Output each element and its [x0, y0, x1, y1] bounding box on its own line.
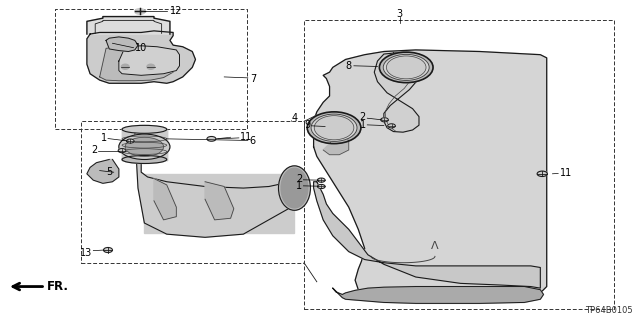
Polygon shape	[87, 17, 170, 34]
Text: 4: 4	[291, 113, 298, 123]
Text: 2: 2	[92, 145, 98, 155]
Ellipse shape	[387, 56, 426, 79]
Text: 10: 10	[135, 43, 147, 53]
Polygon shape	[323, 136, 349, 155]
Text: 11: 11	[240, 132, 252, 142]
Polygon shape	[205, 182, 234, 220]
Polygon shape	[145, 174, 294, 233]
Polygon shape	[87, 160, 119, 183]
Text: 1: 1	[296, 181, 302, 190]
Ellipse shape	[122, 156, 167, 163]
Text: 1: 1	[101, 133, 108, 143]
Text: 13: 13	[80, 248, 92, 258]
Text: 6: 6	[250, 136, 256, 146]
Ellipse shape	[135, 9, 145, 14]
Ellipse shape	[147, 64, 155, 69]
Text: 3: 3	[397, 9, 403, 19]
Ellipse shape	[125, 137, 164, 156]
Ellipse shape	[118, 149, 126, 153]
Ellipse shape	[278, 166, 310, 210]
Ellipse shape	[388, 124, 396, 128]
Bar	[122, 129, 167, 160]
Text: 11: 11	[559, 168, 572, 178]
Text: 7: 7	[250, 73, 256, 84]
Polygon shape	[333, 286, 543, 303]
Polygon shape	[154, 179, 176, 220]
Ellipse shape	[380, 52, 433, 83]
Ellipse shape	[383, 54, 429, 80]
Text: 1: 1	[360, 120, 366, 130]
Ellipse shape	[537, 171, 547, 176]
Ellipse shape	[122, 125, 167, 133]
Ellipse shape	[317, 184, 325, 189]
Text: 8: 8	[346, 61, 352, 71]
Text: 2: 2	[360, 112, 366, 122]
Text: 12: 12	[170, 6, 182, 16]
Text: TP64B0105: TP64B0105	[586, 306, 633, 315]
Ellipse shape	[127, 139, 134, 143]
Ellipse shape	[317, 178, 325, 182]
Ellipse shape	[122, 64, 129, 69]
Polygon shape	[135, 131, 298, 237]
Ellipse shape	[104, 248, 113, 253]
Ellipse shape	[381, 118, 388, 122]
Polygon shape	[314, 50, 547, 298]
Ellipse shape	[119, 134, 170, 160]
Polygon shape	[314, 182, 540, 288]
Polygon shape	[119, 46, 179, 75]
Ellipse shape	[314, 116, 354, 140]
Text: 2: 2	[296, 174, 302, 184]
Polygon shape	[100, 47, 176, 81]
Text: 9: 9	[304, 120, 310, 130]
Text: FR.: FR.	[47, 280, 69, 293]
Ellipse shape	[307, 112, 361, 144]
Ellipse shape	[281, 168, 308, 208]
Ellipse shape	[311, 114, 357, 141]
Polygon shape	[106, 37, 138, 51]
Text: 5: 5	[106, 167, 113, 177]
Ellipse shape	[207, 137, 216, 141]
Polygon shape	[87, 31, 195, 83]
Polygon shape	[374, 52, 422, 132]
Text: $\Lambda$: $\Lambda$	[430, 239, 440, 251]
